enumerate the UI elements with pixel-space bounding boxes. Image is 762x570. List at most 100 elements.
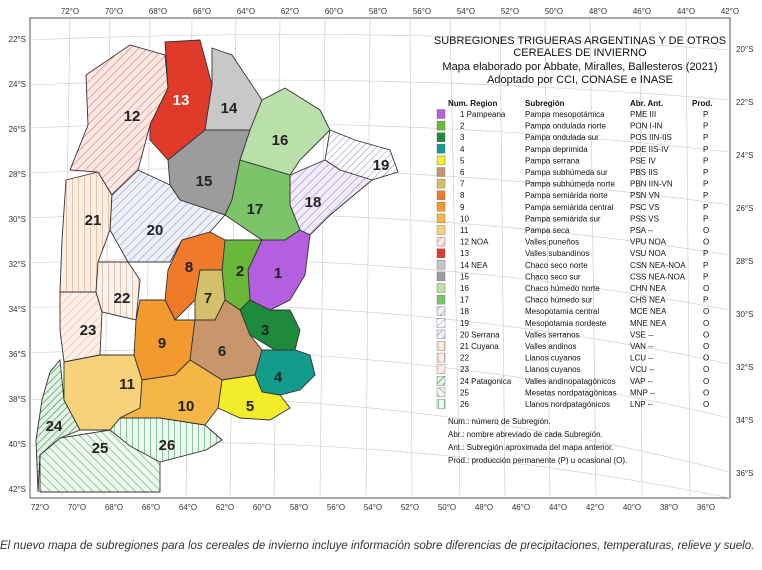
- coord-label: 72°O: [31, 503, 49, 512]
- coord-label: 36°S: [9, 350, 26, 359]
- legend-row: 2 Pampa ondulada norte PON I-IN P: [436, 120, 708, 131]
- legend-abbreviation: POS IIN-IIS: [630, 133, 672, 142]
- coord-label: 46°O: [512, 503, 530, 512]
- legend-abbreviation: MNE NEA: [630, 319, 667, 328]
- legend-abbreviation: VPU NOA: [630, 238, 667, 247]
- legend-row: 5 Pampa serrana PSE IV P: [436, 155, 708, 165]
- coord-label: 22°S: [736, 98, 753, 107]
- legend-abbreviation: PSE IV: [630, 156, 656, 165]
- legend-num: 21 Cuyana: [460, 342, 499, 351]
- coord-label: 44°O: [677, 7, 695, 16]
- legend-swatch: [436, 225, 446, 235]
- coord-label: 38°S: [9, 395, 26, 404]
- legend-production: P: [703, 296, 708, 305]
- coord-label: 62°O: [216, 503, 234, 512]
- legend-header-num: Num. Region: [448, 99, 497, 108]
- legend-abbreviation: MCE NEA: [630, 307, 667, 316]
- coords-bottom: 72°O 70°O 68°O 66°O 64°O 62°O 60°O 58°O 56°O 54°O…: [31, 503, 715, 512]
- coord-label: 34°S: [9, 305, 26, 314]
- coord-label: 42°S: [9, 485, 26, 494]
- legend-row: 9 Pampa semiárida central PSC VS P: [436, 202, 708, 212]
- legend-num: 6: [460, 168, 465, 177]
- map-title-line-4: Adoptado por CCI, CONASE e INASE: [487, 74, 673, 86]
- region-label-16: 16: [272, 132, 289, 149]
- legend-subregion-name: Mesopotamia nordeste: [525, 319, 607, 328]
- coord-label: 26°S: [736, 204, 753, 213]
- region-label-2: 2: [236, 263, 244, 280]
- region-label-24: 24: [46, 418, 63, 435]
- legend-abbreviation: CSS NEA-NOA: [630, 272, 686, 281]
- map-title-line-3: Mapa elaborado por Abbate, Miralles, Bal…: [442, 61, 717, 73]
- legend-swatch: [436, 294, 446, 305]
- legend-swatch: [436, 283, 446, 293]
- legend-swatch: [436, 387, 446, 398]
- coord-label: 56°O: [327, 503, 345, 512]
- legend-abbreviation: VAN --: [630, 342, 654, 351]
- region-label-23: 23: [80, 322, 97, 339]
- legend-row: 21 Cuyana Valles andinos VAN -- O: [436, 341, 709, 351]
- legend-num: 2: [460, 122, 465, 131]
- legend-header-prod: Prod.: [692, 99, 712, 108]
- region-24: [35, 358, 81, 493]
- coord-label: 60°O: [253, 503, 271, 512]
- coord-label: 66°O: [193, 7, 211, 16]
- legend-production: O: [703, 365, 709, 374]
- region-label-5: 5: [246, 398, 254, 415]
- coord-label: 72°O: [61, 7, 79, 16]
- legend-subregion-name: Pampa deprimida: [525, 145, 588, 154]
- map-title-line-2: CEREALES DE INVIERNO: [513, 47, 647, 59]
- region-label-15: 15: [196, 173, 213, 190]
- coord-label: 64°O: [179, 503, 197, 512]
- legend-subregion-name: Chaco seco sur: [525, 272, 581, 281]
- legend-rows: 1 Pampeana Pampa mesopotámica PME III P 2 Pam…: [436, 109, 709, 409]
- coord-label: 52°O: [501, 7, 519, 16]
- legend-num: 14 NEA: [460, 261, 488, 270]
- legend-abbreviation: CHN NEA: [630, 284, 667, 293]
- legend-num: 11: [460, 226, 469, 235]
- legend-swatch: [436, 109, 446, 119]
- legend-abbreviation: CHS NEA: [630, 296, 666, 305]
- legend-num: 8: [460, 191, 465, 200]
- region-label-7: 7: [204, 290, 212, 307]
- legend-row: 6 Pampa subhúmeda sur PBS IIS P: [436, 167, 708, 177]
- legend-production: O: [703, 400, 709, 409]
- legend-subregion-name: Mesetas nordpatagónicas: [525, 388, 617, 397]
- legend-swatch: [436, 120, 446, 131]
- region-labels: 1 2 3 4 5 6 7 8 9 10 11 12 13 14 15 16 1…: [46, 92, 390, 457]
- legend-subregion-name: Pampa subhúmeda sur: [525, 168, 608, 177]
- legend-swatch: [436, 248, 446, 258]
- legend-num: 15: [460, 272, 469, 281]
- legend-production: O: [703, 307, 709, 316]
- map-canvas: 1 2 3 4 5 6 7 8 9 10 11 12 13 14 15 16 1…: [9, 7, 754, 512]
- legend-abbreviation: CSN NEA-NOA: [630, 261, 686, 270]
- legend-production: P: [703, 249, 708, 258]
- coord-label: 24°S: [9, 80, 26, 89]
- legend-subregion-name: Pampa serrana: [525, 156, 580, 165]
- region-label-22: 22: [114, 290, 131, 307]
- legend-num: 25: [460, 388, 469, 397]
- legend-subregion-name: Pampa semiárida central: [525, 203, 614, 212]
- legend-abbreviation: PON I-IN: [630, 122, 663, 131]
- legend-subregion-name: Pampa subhúmeda norte: [525, 180, 615, 189]
- legend-swatch: [436, 306, 446, 316]
- coord-label: 54°O: [364, 503, 382, 512]
- legend-swatch: [436, 213, 446, 224]
- legend-production: O: [703, 238, 709, 247]
- legend-row: 22 Llanos cuyanos LCU -- O: [436, 352, 709, 363]
- legend-num: 7: [460, 180, 465, 189]
- legend-swatch: [436, 236, 446, 247]
- legend-subregion-name: Valles andinopatagónicos: [525, 377, 616, 386]
- legend-swatch: [436, 260, 446, 270]
- legend-num: 26: [460, 400, 469, 409]
- coord-label: 30°S: [736, 310, 753, 319]
- coord-label: 32°S: [736, 363, 753, 372]
- legend-subregion-name: Chaco húmedo norte: [525, 284, 600, 293]
- region-label-4: 4: [274, 369, 283, 386]
- legend-num: 19: [460, 319, 469, 328]
- legend-subregion-name: Llanos nordpatagónicos: [525, 400, 610, 409]
- legend-num: 23: [460, 365, 469, 374]
- legend-abbreviation: PSC VS: [630, 203, 659, 212]
- legend-subregion-name: Valles andinos: [525, 342, 576, 351]
- coords-top: 72°O 70°O 68°O 66°O 64°O 62°O 60°O 58°O 56°O 54°O…: [61, 7, 739, 16]
- coord-label: 38°O: [660, 503, 678, 512]
